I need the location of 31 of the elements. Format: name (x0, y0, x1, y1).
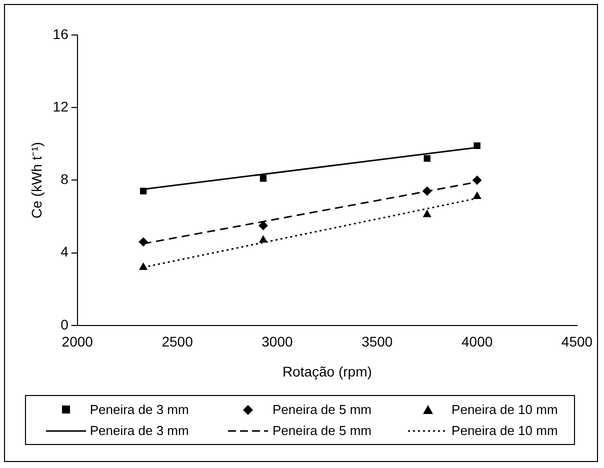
legend-label: Peneira de 3 mm (90, 402, 189, 417)
x-tick-label: 4000 (461, 334, 493, 350)
x-tick-label: 3500 (362, 334, 393, 350)
point (474, 142, 480, 150)
point (260, 175, 267, 182)
legend-label: Peneira de 5 mm (272, 402, 372, 417)
x-tick-label: 4500 (561, 334, 593, 350)
x-tick-label: 2500 (162, 334, 194, 350)
legend-label: Peneira de 3 mm (90, 423, 189, 438)
legend-label: Peneira de 10 mm (452, 423, 558, 438)
y-tick-label: 12 (52, 98, 69, 114)
y-tick-label: 8 (60, 171, 69, 188)
point (138, 237, 148, 246)
x-tick-label: 2000 (62, 334, 94, 350)
y-tick-label: 16 (52, 26, 69, 42)
x-axis-title: Rotação (rpm) (282, 363, 372, 380)
y-tick-label: 0 (60, 316, 69, 332)
y-axis-title: Ce (kWh t⁻¹) (28, 142, 44, 218)
point (424, 155, 430, 162)
point (140, 188, 147, 194)
x-tick-label: 3000 (262, 334, 294, 350)
legend-label: Peneira de 5 mm (272, 423, 372, 438)
point (422, 186, 432, 196)
point (472, 176, 482, 185)
point (423, 210, 432, 218)
point (258, 221, 268, 230)
legend-label: Peneira de 10 mm (452, 402, 558, 417)
point (473, 192, 482, 200)
point (139, 262, 148, 270)
y-tick-label: 4 (60, 244, 69, 260)
point (259, 236, 268, 243)
